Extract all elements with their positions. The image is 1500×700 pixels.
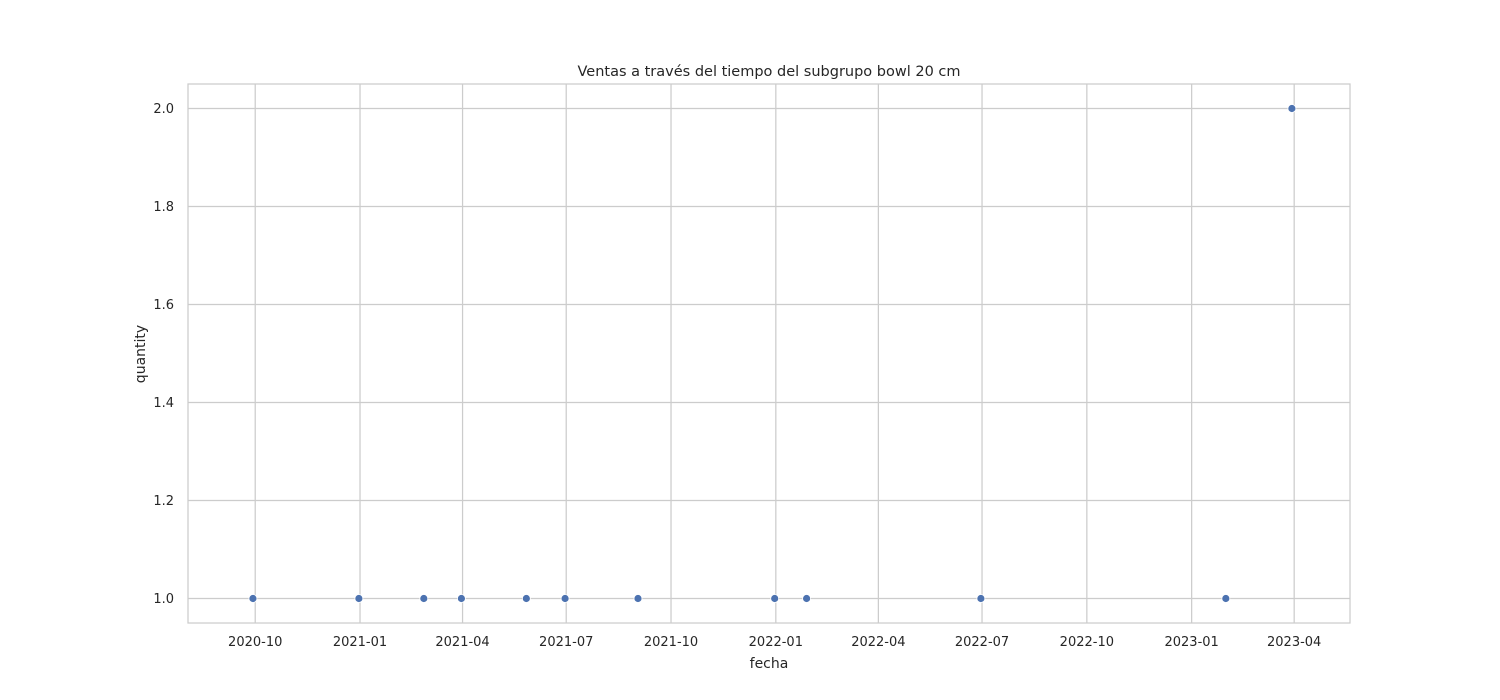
y-tick-label: 1.6 bbox=[153, 298, 174, 313]
plot-frame bbox=[187, 83, 1351, 624]
x-tick-label: 2022-04 bbox=[851, 635, 905, 650]
y-tick-label: 2.0 bbox=[153, 102, 174, 117]
data-point bbox=[457, 594, 466, 603]
grid-lines bbox=[188, 84, 1350, 623]
y-tick-label: 1.2 bbox=[153, 494, 174, 509]
x-tick-label: 2022-10 bbox=[1060, 635, 1114, 650]
x-tick-label: 2021-04 bbox=[435, 635, 489, 650]
x-axis-label: fecha bbox=[750, 656, 789, 672]
x-tick-label: 2021-10 bbox=[644, 635, 698, 650]
x-tick-label: 2021-07 bbox=[539, 635, 593, 650]
data-point bbox=[633, 594, 643, 603]
data-points bbox=[248, 104, 1297, 603]
tick-labels: 2020-10 2021-01 2021-04 2021-07 2021-10 2022-… bbox=[153, 102, 1321, 650]
x-tick-label: 2022-07 bbox=[955, 635, 1009, 650]
y-axis-label: quantity bbox=[133, 325, 149, 383]
data-point bbox=[976, 594, 986, 603]
x-tick-label: 2022-01 bbox=[749, 635, 803, 650]
data-point bbox=[354, 594, 364, 603]
x-tick-label: 2020-10 bbox=[228, 635, 282, 650]
x-tick-label: 2023-04 bbox=[1267, 635, 1321, 650]
chart-title: Ventas a través del tiempo del subgrupo … bbox=[577, 64, 960, 80]
data-point bbox=[521, 594, 531, 603]
data-point bbox=[560, 594, 570, 603]
data-point bbox=[770, 594, 780, 603]
data-point bbox=[419, 594, 429, 603]
data-point bbox=[802, 594, 811, 603]
x-tick-label: 2023-01 bbox=[1164, 635, 1218, 650]
y-tick-label: 1.4 bbox=[153, 396, 174, 411]
data-point bbox=[1221, 594, 1231, 603]
y-tick-label: 1.0 bbox=[153, 592, 174, 607]
x-tick-label: 2021-01 bbox=[333, 635, 387, 650]
y-tick-label: 1.8 bbox=[153, 200, 174, 215]
data-point bbox=[1287, 104, 1297, 113]
data-point bbox=[248, 594, 258, 603]
